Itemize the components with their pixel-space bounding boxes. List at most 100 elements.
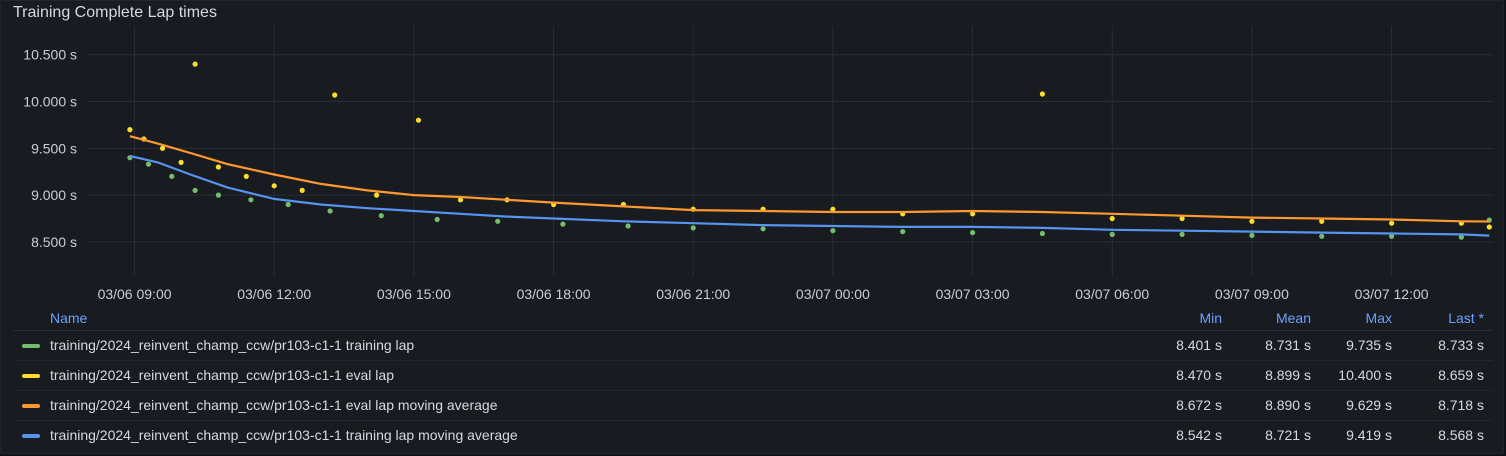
data-point[interactable]: [1486, 224, 1492, 230]
data-point[interactable]: [434, 216, 440, 223]
y-tick-label: 8.500 s: [31, 234, 77, 250]
data-point[interactable]: [625, 223, 631, 229]
data-point[interactable]: [285, 201, 291, 208]
legend-row-eval-lap-moving-average[interactable]: training/2024_reinvent_champ_ccw/pr103-c…: [14, 391, 1492, 421]
legend-series-name[interactable]: training/2024_reinvent_champ_ccw/pr103-c…: [50, 397, 498, 413]
legend-mean-value: 8.731 s: [1265, 337, 1311, 353]
legend-min-value: 8.542 s: [1176, 427, 1222, 443]
data-point[interactable]: [192, 61, 198, 67]
data-point[interactable]: [243, 173, 249, 179]
data-point[interactable]: [1109, 231, 1115, 237]
legend-header-max[interactable]: Max: [1365, 310, 1392, 326]
legend-row-training-lap-moving-average[interactable]: training/2024_reinvent_champ_ccw/pr103-c…: [14, 421, 1492, 450]
data-point[interactable]: [332, 92, 338, 98]
y-tick-label: 10.500 s: [23, 47, 77, 63]
data-point[interactable]: [1458, 234, 1464, 240]
legend-table: Name Min Mean Max Last * training/2024_r…: [14, 306, 1492, 450]
legend-last-value: 8.659 s: [1438, 367, 1484, 383]
data-point[interactable]: [299, 187, 305, 193]
data-point[interactable]: [192, 187, 198, 193]
y-tick-label: 10.000 s: [23, 94, 77, 110]
y-tick-label: 9.500 s: [31, 140, 77, 156]
data-point[interactable]: [159, 145, 166, 151]
x-axis-ticks: 03/06 09:00 03/06 12:00 03/06 15:00 03/06 1…: [98, 286, 1429, 302]
legend-last-value: 8.568 s: [1438, 427, 1484, 443]
series-line: [129, 135, 1490, 223]
data-point[interactable]: [830, 228, 836, 234]
data-point[interactable]: [970, 230, 976, 236]
legend-min-value: 8.401 s: [1176, 337, 1222, 353]
series-color-swatch[interactable]: [22, 344, 40, 348]
series-line: [129, 154, 1490, 237]
data-point[interactable]: [495, 218, 501, 224]
data-point[interactable]: [1039, 230, 1045, 237]
panel-title[interactable]: Training Complete Lap times: [13, 4, 217, 21]
x-tick-label: 03/07 12:00: [1355, 286, 1429, 302]
legend-series-name[interactable]: training/2024_reinvent_champ_ccw/pr103-c…: [50, 337, 415, 353]
data-point[interactable]: [374, 192, 380, 198]
legend-header-name[interactable]: Name: [50, 310, 88, 326]
data-point[interactable]: [327, 208, 333, 214]
series-color-swatch[interactable]: [22, 404, 40, 408]
legend-mean-value: 8.899 s: [1265, 367, 1311, 383]
data-point[interactable]: [127, 127, 133, 133]
data-point[interactable]: [1249, 232, 1255, 238]
series-2: [129, 135, 1490, 223]
plot-grid: [88, 26, 1494, 276]
legend-series-name[interactable]: training/2024_reinvent_champ_ccw/pr103-c…: [50, 427, 518, 443]
legend-last-value: 8.733 s: [1438, 337, 1484, 353]
legend-header-min[interactable]: Min: [1199, 310, 1222, 326]
time-series-plot[interactable]: 10.500 s 10.000 s 9.500 s 9.000 s 8.500 s 03…: [0, 0, 1506, 306]
legend-header: Name Min Mean Max Last *: [14, 306, 1492, 331]
data-point[interactable]: [271, 183, 277, 189]
series-color-swatch[interactable]: [22, 434, 40, 438]
legend-mean-value: 8.890 s: [1265, 397, 1311, 413]
data-point[interactable]: [1389, 220, 1395, 226]
x-tick-label: 03/06 18:00: [517, 286, 591, 302]
series-marks: [127, 61, 1492, 240]
data-point[interactable]: [760, 226, 766, 232]
data-point[interactable]: [415, 117, 422, 123]
legend-min-value: 8.672 s: [1176, 397, 1222, 413]
legend-header-mean[interactable]: Mean: [1275, 310, 1311, 326]
series-color-swatch[interactable]: [22, 374, 40, 378]
data-point[interactable]: [169, 173, 175, 179]
legend-header-last[interactable]: Last *: [1448, 310, 1484, 326]
data-point[interactable]: [248, 197, 254, 203]
x-tick-label: 03/06 09:00: [98, 286, 172, 302]
legend-row-training-lap[interactable]: training/2024_reinvent_champ_ccw/pr103-c…: [14, 331, 1492, 361]
legend-max-value: 9.419 s: [1346, 427, 1392, 443]
data-point[interactable]: [1109, 215, 1115, 222]
data-point[interactable]: [560, 221, 566, 227]
data-point[interactable]: [145, 161, 152, 167]
x-tick-label: 03/06 15:00: [377, 286, 451, 302]
series-0: [127, 155, 1492, 240]
y-axis-ticks: 10.500 s 10.000 s 9.500 s 9.000 s 8.500 s: [23, 47, 77, 250]
x-tick-label: 03/06 21:00: [656, 286, 730, 302]
data-point[interactable]: [215, 164, 221, 170]
data-point[interactable]: [1319, 233, 1325, 239]
x-tick-label: 03/07 00:00: [796, 286, 870, 302]
legend-last-value: 8.718 s: [1438, 397, 1484, 413]
data-point[interactable]: [178, 159, 184, 165]
data-point[interactable]: [830, 206, 836, 212]
legend-max-value: 9.735 s: [1346, 337, 1392, 353]
series-3: [129, 154, 1490, 237]
data-point[interactable]: [1389, 233, 1395, 239]
data-point[interactable]: [457, 197, 464, 203]
data-point[interactable]: [1249, 218, 1255, 224]
data-point[interactable]: [1039, 91, 1045, 97]
y-tick-label: 9.000 s: [31, 187, 77, 203]
data-point[interactable]: [970, 211, 976, 217]
legend-row-eval-lap[interactable]: training/2024_reinvent_champ_ccw/pr103-c…: [14, 361, 1492, 391]
data-point[interactable]: [690, 225, 696, 231]
data-point[interactable]: [1319, 218, 1325, 224]
data-point[interactable]: [215, 192, 221, 198]
data-point[interactable]: [1179, 215, 1185, 222]
data-point[interactable]: [1179, 231, 1185, 237]
data-point[interactable]: [900, 229, 906, 235]
legend-series-name[interactable]: training/2024_reinvent_champ_ccw/pr103-c…: [50, 367, 394, 383]
data-point[interactable]: [378, 213, 384, 219]
x-tick-label: 03/06 12:00: [237, 286, 311, 302]
